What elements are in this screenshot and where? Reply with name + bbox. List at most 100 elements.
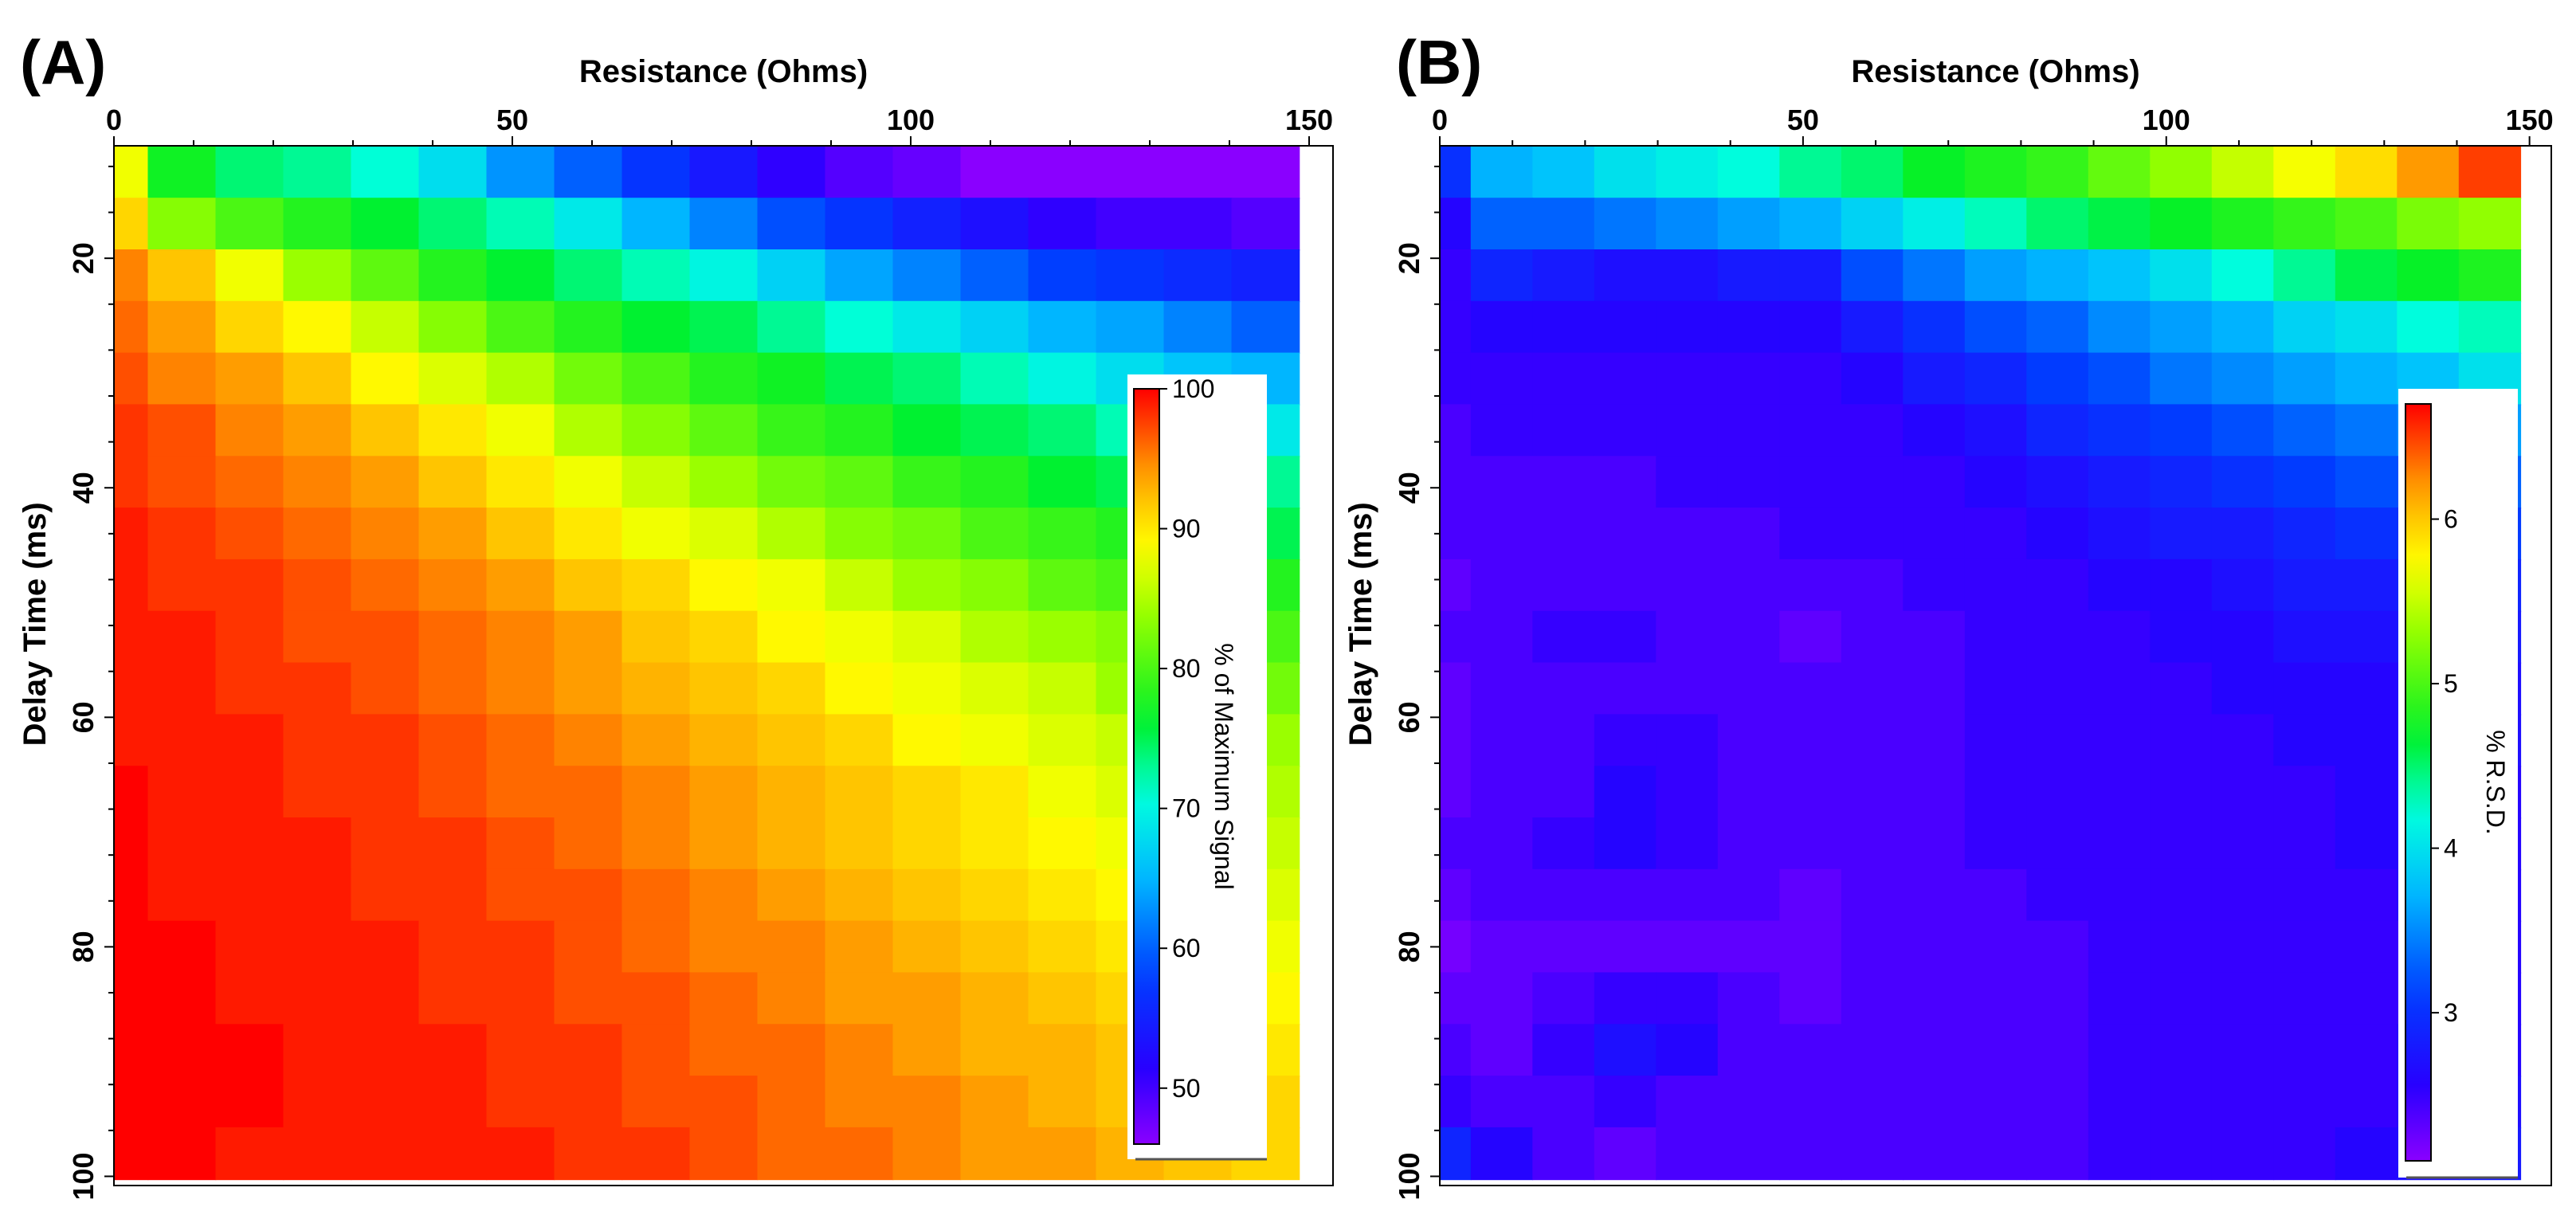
heatmap-cell bbox=[554, 972, 623, 1025]
heatmap-cell bbox=[554, 1076, 623, 1129]
x-tick-label: 150 bbox=[2506, 104, 2554, 136]
heatmap-cell bbox=[1903, 714, 1966, 767]
heatmap-cell bbox=[114, 198, 149, 251]
heatmap-cell bbox=[1717, 352, 1781, 406]
x-tick-label: 150 bbox=[1285, 104, 1333, 136]
heatmap-cell bbox=[147, 559, 217, 613]
heatmap-cell bbox=[351, 352, 420, 406]
heatmap-cell bbox=[1903, 1127, 1966, 1181]
heatmap-cell bbox=[283, 352, 352, 406]
heatmap-cell bbox=[1841, 198, 1904, 251]
x-tick-label: 0 bbox=[106, 104, 122, 136]
heatmap-cell bbox=[418, 714, 488, 767]
heatmap-cell bbox=[554, 1024, 623, 1077]
heatmap-cell bbox=[283, 868, 352, 923]
heatmap-cell bbox=[757, 766, 826, 819]
heatmap-cell bbox=[1903, 404, 1966, 457]
heatmap-cell bbox=[2026, 1076, 2089, 1129]
heatmap-cell bbox=[147, 146, 217, 199]
heatmap-cell bbox=[2273, 868, 2336, 923]
heatmap-cell bbox=[1656, 1076, 1719, 1129]
heatmap-cell bbox=[2335, 146, 2398, 199]
panel-label: (A) bbox=[20, 27, 106, 97]
heatmap-cell bbox=[554, 662, 623, 715]
heatmap-cell bbox=[2335, 300, 2398, 355]
heatmap-cell bbox=[351, 662, 420, 715]
heatmap-cell bbox=[825, 146, 894, 199]
heatmap-cell bbox=[1964, 920, 2028, 974]
heatmap-cell bbox=[621, 456, 691, 509]
heatmap-cell bbox=[283, 404, 352, 457]
heatmap-cell bbox=[486, 559, 555, 613]
heatmap-cell bbox=[1656, 610, 1719, 664]
heatmap-cell bbox=[1594, 249, 1657, 303]
heatmap-cell bbox=[215, 1024, 284, 1077]
heatmap-cell bbox=[2026, 456, 2089, 509]
colorbar-tick-label: 70 bbox=[1172, 794, 1201, 823]
heatmap-cell bbox=[2273, 352, 2336, 406]
heatmap-cell bbox=[1231, 198, 1300, 251]
heatmap-cell bbox=[486, 404, 555, 457]
heatmap-cell bbox=[2150, 456, 2213, 509]
colorbar-tick-label: 50 bbox=[1172, 1074, 1201, 1103]
colorbar-scale bbox=[2405, 403, 2432, 1162]
heatmap-cell bbox=[1470, 508, 1534, 561]
heatmap-cell bbox=[2211, 300, 2275, 355]
heatmap-cell bbox=[1440, 249, 1472, 303]
heatmap-cell bbox=[1440, 300, 1472, 355]
heatmap-cell bbox=[1532, 766, 1595, 819]
heatmap-cell bbox=[114, 817, 149, 871]
heatmap-cell bbox=[1440, 1127, 1472, 1181]
x-tick-label: 100 bbox=[887, 104, 935, 136]
heatmap-cell bbox=[1717, 868, 1781, 923]
heatmap-cell bbox=[2088, 920, 2151, 974]
x-tick-label: 100 bbox=[2143, 104, 2190, 136]
heatmap-cell bbox=[825, 920, 894, 974]
heatmap-cell bbox=[1717, 766, 1781, 819]
heatmap-cell bbox=[1532, 662, 1595, 715]
plot-frame bbox=[113, 145, 1334, 1186]
heatmap-cell bbox=[147, 508, 217, 561]
heatmap-cell bbox=[1841, 1127, 1904, 1181]
x-tick-label: 0 bbox=[1432, 104, 1448, 136]
colorbar-tick-label: 6 bbox=[2444, 505, 2458, 534]
heatmap-cell bbox=[1903, 352, 1966, 406]
heatmap-cell bbox=[1470, 920, 1534, 974]
heatmap-cell bbox=[486, 300, 555, 355]
heatmap-cell bbox=[2026, 920, 2089, 974]
heatmap-cell bbox=[1964, 559, 2028, 613]
heatmap-cell bbox=[418, 456, 488, 509]
heatmap-cell bbox=[2150, 1024, 2213, 1077]
heatmap-cell bbox=[2335, 508, 2398, 561]
heatmap-cell bbox=[2088, 456, 2151, 509]
heatmap-cell bbox=[689, 766, 759, 819]
heatmap-cell bbox=[1779, 766, 1842, 819]
heatmap-cell bbox=[1717, 559, 1781, 613]
heatmap-cell bbox=[147, 817, 217, 871]
heatmap-cell bbox=[283, 1076, 352, 1129]
heatmap-cell bbox=[1440, 1076, 1472, 1129]
heatmap-cell bbox=[2026, 404, 2089, 457]
heatmap-cell bbox=[1440, 559, 1472, 613]
heatmap-cell bbox=[486, 920, 555, 974]
heatmap-cell bbox=[825, 508, 894, 561]
colorbar-tick-label: 4 bbox=[2444, 834, 2458, 863]
heatmap-cell bbox=[114, 456, 149, 509]
heatmap-cell bbox=[2026, 868, 2089, 923]
heatmap-cell bbox=[960, 456, 1029, 509]
heatmap-cell bbox=[215, 352, 284, 406]
heatmap-cell bbox=[892, 1024, 962, 1077]
heatmap-cell bbox=[757, 817, 826, 871]
heatmap-cell bbox=[757, 920, 826, 974]
heatmap-cell bbox=[1440, 662, 1472, 715]
heatmap-cell bbox=[825, 456, 894, 509]
heatmap-cell bbox=[2150, 404, 2213, 457]
heatmap-cell bbox=[689, 404, 759, 457]
heatmap-cell bbox=[1903, 610, 1966, 664]
heatmap-cell bbox=[147, 1127, 217, 1181]
heatmap-cell bbox=[2088, 300, 2151, 355]
heatmap-cell bbox=[1964, 662, 2028, 715]
heatmap-cell bbox=[1470, 300, 1534, 355]
heatmap-cell bbox=[757, 404, 826, 457]
